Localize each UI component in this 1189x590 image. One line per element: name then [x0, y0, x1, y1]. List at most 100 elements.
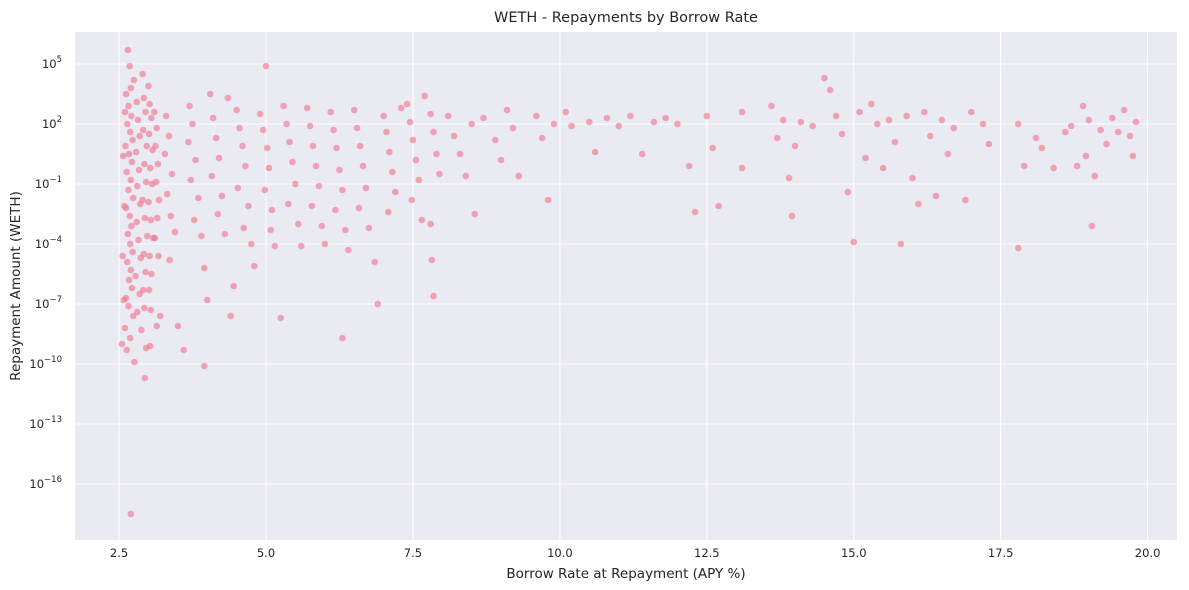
data-point — [1132, 118, 1140, 126]
data-point — [674, 120, 681, 128]
data-point — [221, 230, 229, 238]
data-point — [128, 222, 135, 230]
data-point — [355, 204, 363, 212]
data-point — [234, 184, 242, 192]
data-point — [885, 116, 893, 124]
data-point — [126, 212, 133, 220]
data-point — [186, 102, 193, 110]
data-point — [1015, 120, 1022, 128]
data-point — [161, 150, 169, 158]
data-point — [1091, 172, 1098, 180]
data-point — [915, 200, 922, 208]
data-point — [350, 106, 358, 114]
data-point — [134, 182, 141, 190]
data-point — [239, 142, 246, 150]
data-point — [256, 110, 264, 118]
data-point — [123, 346, 130, 354]
data-point — [119, 152, 127, 160]
data-point — [146, 252, 153, 260]
data-point — [418, 216, 426, 224]
data-point — [444, 112, 452, 120]
data-point — [121, 202, 128, 210]
data-point — [189, 120, 196, 128]
data-point — [134, 116, 142, 124]
data-point — [1097, 126, 1104, 134]
data-point — [127, 510, 135, 518]
data-point — [142, 178, 150, 186]
data-point — [480, 114, 487, 122]
data-point — [497, 156, 505, 164]
data-point — [155, 196, 163, 204]
data-point — [125, 102, 132, 110]
data-point — [909, 174, 916, 182]
y-tick-label: 10−13 — [29, 415, 62, 431]
data-point — [206, 90, 214, 98]
data-point — [156, 312, 164, 320]
data-point — [122, 142, 129, 150]
data-point — [406, 118, 414, 126]
data-point — [685, 162, 693, 170]
data-point — [147, 306, 155, 314]
grid-lines — [75, 32, 1177, 540]
data-point — [125, 186, 132, 194]
data-point — [938, 116, 946, 124]
data-point — [135, 236, 142, 244]
x-tick-label: 7.5 — [404, 546, 422, 560]
data-point — [362, 184, 370, 192]
data-point — [515, 172, 522, 180]
data-point — [430, 292, 437, 300]
data-point — [456, 150, 464, 158]
data-point — [586, 118, 593, 126]
data-point — [171, 228, 179, 236]
data-point — [979, 120, 987, 128]
data-point — [124, 258, 131, 266]
data-point — [627, 112, 634, 120]
data-point — [143, 142, 150, 150]
data-point — [141, 214, 149, 222]
data-point — [155, 252, 162, 260]
data-point — [462, 172, 470, 180]
data-point — [203, 296, 211, 304]
data-point — [359, 162, 367, 170]
data-point — [809, 122, 816, 130]
data-point — [797, 118, 805, 126]
data-point — [509, 124, 517, 132]
data-point — [174, 322, 182, 330]
data-point — [615, 122, 622, 130]
data-point — [128, 284, 136, 292]
data-point — [124, 120, 131, 128]
data-point — [691, 208, 699, 216]
data-point — [218, 192, 226, 200]
data-point — [903, 112, 910, 120]
data-point — [212, 134, 220, 142]
data-point — [198, 232, 205, 240]
data-point — [385, 208, 392, 216]
data-point — [124, 230, 132, 238]
data-point — [286, 138, 293, 146]
data-point — [312, 162, 320, 170]
data-point — [180, 346, 187, 354]
data-point — [306, 122, 314, 130]
data-point — [136, 132, 143, 140]
data-point — [132, 272, 139, 280]
data-point — [201, 264, 208, 272]
data-point — [779, 116, 787, 124]
data-point — [603, 114, 611, 122]
data-point — [153, 322, 160, 330]
data-point — [662, 114, 669, 122]
data-point — [125, 276, 133, 284]
data-point — [146, 164, 154, 172]
data-point — [318, 222, 326, 230]
data-point — [339, 334, 346, 342]
data-point — [285, 200, 292, 208]
data-point — [126, 128, 134, 136]
data-point — [339, 186, 346, 194]
data-point — [868, 100, 875, 108]
data-point — [144, 232, 151, 240]
data-point — [129, 248, 136, 256]
data-point — [1082, 152, 1090, 160]
data-point — [230, 282, 237, 290]
data-point — [128, 112, 135, 120]
x-tick-label: 2.5 — [110, 546, 128, 560]
data-point — [139, 196, 146, 204]
